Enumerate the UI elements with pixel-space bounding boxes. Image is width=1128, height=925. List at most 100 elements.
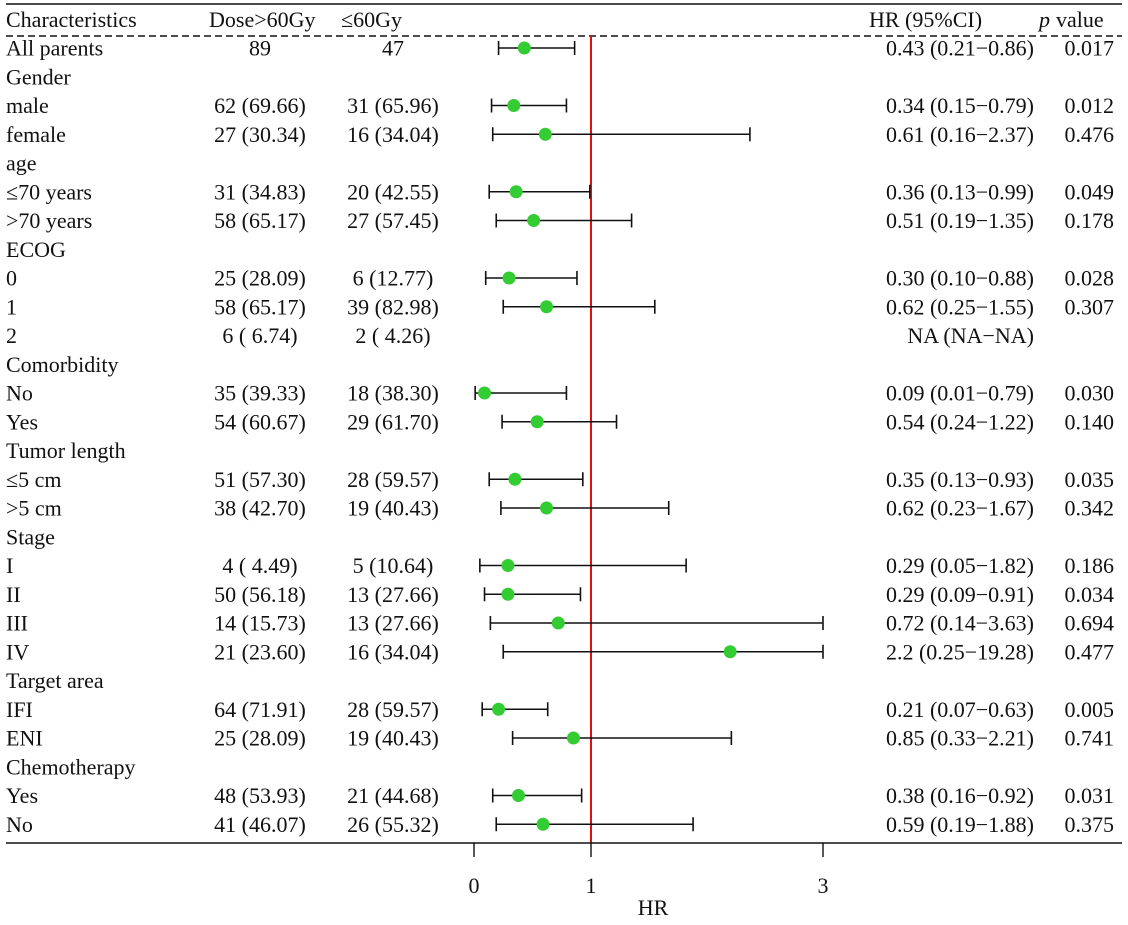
- hr-ci-text: 0.51 (0.19−1.35): [886, 208, 1034, 233]
- p-value-text: 0.012: [1065, 93, 1115, 118]
- header-characteristics: Characteristics: [6, 7, 137, 32]
- data-row: 0 25 (28.09) 6 (12.77) 0.30 (0.10−0.88) 0.02…: [6, 266, 1114, 291]
- row-label: female: [6, 122, 66, 147]
- data-row: >70 years 58 (65.17) 27 (57.45) 0.51 (0.19−…: [6, 208, 1114, 233]
- count-dose-low: 20 (42.55): [347, 179, 439, 204]
- hr-ci-text: 0.21 (0.07−0.63): [886, 697, 1034, 722]
- count-dose-low: 13 (27.66): [347, 582, 439, 607]
- hr-ci-text: 0.29 (0.05−1.82): [886, 553, 1034, 578]
- p-value-text: 0.035: [1065, 467, 1115, 492]
- x-axis: 0 1 3: [469, 843, 829, 898]
- data-row: 1 58 (65.17) 39 (82.98) 0.62 (0.25−1.55) 0.3…: [6, 294, 1114, 319]
- p-value-text: 0.178: [1065, 208, 1115, 233]
- x-axis-label: HR: [638, 895, 669, 920]
- header-hr-ci: HR (95%CI): [869, 7, 982, 32]
- count-dose-high: 21 (23.60): [214, 639, 306, 664]
- hr-point: [517, 41, 531, 55]
- p-value-text: 0.741: [1065, 726, 1115, 751]
- hr-point: [551, 616, 565, 630]
- hr-point: [509, 185, 523, 199]
- data-row: ≤70 years 31 (34.83) 20 (42.55) 0.36 (0.13−…: [6, 179, 1114, 204]
- hr-ci-text: 0.36 (0.13−0.99): [886, 179, 1034, 204]
- hr-ci-text: NA (NA−NA): [907, 323, 1034, 348]
- group-row: Target area: [6, 668, 104, 693]
- group-row: Gender: [6, 64, 71, 89]
- count-dose-low: 21 (44.68): [347, 783, 439, 808]
- hr-point: [530, 415, 544, 429]
- count-dose-high: 27 (30.34): [214, 122, 306, 147]
- data-row: No 35 (39.33) 18 (38.30) 0.09 (0.01−0.79) 0.…: [6, 381, 1114, 406]
- p-value-text: 0.005: [1065, 697, 1115, 722]
- hr-point: [478, 386, 492, 400]
- hr-point: [540, 300, 554, 314]
- row-label: >70 years: [6, 208, 92, 233]
- group-label: Comorbidity: [6, 352, 118, 377]
- hr-point: [538, 127, 552, 141]
- group-label: Stage: [6, 524, 55, 549]
- hr-ci-text: 0.54 (0.24−1.22): [886, 409, 1034, 434]
- hr-ci-text: 0.61 (0.16−2.37): [886, 122, 1034, 147]
- count-dose-low: 18 (38.30): [347, 381, 439, 406]
- count-dose-high: 58 (65.17): [214, 208, 306, 233]
- hr-ci-text: 2.2 (0.25−19.28): [886, 639, 1034, 664]
- data-row: Yes 54 (60.67) 29 (61.70) 0.54 (0.24−1.22) 0…: [6, 409, 1114, 434]
- p-value-text: 0.342: [1065, 496, 1115, 521]
- p-value-text: 0.017: [1065, 36, 1115, 61]
- count-dose-low: 2 ( 4.26): [355, 323, 430, 348]
- hr-point: [527, 214, 541, 227]
- data-row: female 27 (30.34) 16 (34.04) 0.61 (0.16−2.3…: [6, 122, 1114, 147]
- group-label: age: [6, 151, 37, 176]
- count-dose-high: 31 (34.83): [214, 179, 306, 204]
- p-value-text: 0.477: [1065, 639, 1115, 664]
- group-label: ECOG: [6, 237, 66, 262]
- hr-ci-text: 0.72 (0.14−3.63): [886, 611, 1034, 636]
- p-value-text: 0.375: [1065, 812, 1115, 837]
- count-dose-low: 28 (59.57): [347, 467, 439, 492]
- row-label: II: [6, 582, 21, 607]
- count-dose-low: 27 (57.45): [347, 208, 439, 233]
- count-dose-high: 54 (60.67): [214, 409, 306, 434]
- count-dose-high: 4 ( 4.49): [222, 553, 297, 578]
- count-dose-high: 62 (69.66): [214, 93, 306, 118]
- hr-point: [566, 731, 580, 745]
- count-dose-high: 25 (28.09): [214, 266, 306, 291]
- p-value-text: 0.031: [1065, 783, 1115, 808]
- group-label: Target area: [6, 668, 104, 693]
- header-p-letter: p: [1037, 7, 1050, 32]
- data-row: III 14 (15.73) 13 (27.66) 0.72 (0.14−3.63) 0…: [6, 611, 1114, 636]
- count-dose-high: 50 (56.18): [214, 582, 306, 607]
- hr-ci-text: 0.30 (0.10−0.88): [886, 266, 1034, 291]
- x-tick-label: 1: [586, 873, 597, 898]
- row-label: 0: [6, 266, 17, 291]
- group-label: Chemotherapy: [6, 754, 136, 779]
- count-dose-low: 13 (27.66): [347, 611, 439, 636]
- data-row: IV 21 (23.60) 16 (34.04) 2.2 (0.25−19.28) 0.…: [6, 639, 1114, 664]
- p-value-text: 0.028: [1065, 266, 1115, 291]
- group-row: Tumor length: [6, 438, 126, 463]
- row-label: ≤5 cm: [6, 467, 61, 492]
- row-label: 2: [6, 323, 17, 348]
- count-dose-high: 89: [249, 36, 271, 61]
- hr-ci-text: 0.62 (0.23−1.67): [886, 496, 1034, 521]
- row-label: No: [6, 381, 33, 406]
- group-label: Gender: [6, 64, 71, 89]
- header-dose-low: ≤60Gy: [341, 7, 402, 32]
- hr-point: [507, 99, 521, 112]
- group-label: Tumor length: [6, 438, 126, 463]
- data-row: No 41 (46.07) 26 (55.32) 0.59 (0.19−1.88) 0.…: [6, 812, 1114, 837]
- data-row: ≤5 cm 51 (57.30) 28 (59.57) 0.35 (0.13−0.93…: [6, 467, 1114, 492]
- row-label: ENI: [6, 726, 43, 751]
- hr-ci-text: 0.59 (0.19−1.88): [886, 812, 1034, 837]
- count-dose-low: 16 (34.04): [347, 122, 439, 147]
- p-value-text: 0.034: [1065, 582, 1115, 607]
- hr-ci-text: 0.09 (0.01−0.79): [886, 381, 1034, 406]
- group-row: age: [6, 151, 37, 176]
- data-row: male 62 (69.66) 31 (65.96) 0.34 (0.15−0.79)…: [6, 93, 1114, 118]
- count-dose-low: 29 (61.70): [347, 409, 439, 434]
- hr-point: [501, 559, 515, 572]
- hr-ci-text: 0.85 (0.33−2.21): [886, 726, 1034, 751]
- hr-point: [536, 817, 550, 831]
- count-dose-high: 14 (15.73): [214, 611, 306, 636]
- count-dose-low: 39 (82.98): [347, 294, 439, 319]
- data-row: I 4 ( 4.49) 5 (10.64) 0.29 (0.05−1.82) 0.186: [6, 553, 1114, 578]
